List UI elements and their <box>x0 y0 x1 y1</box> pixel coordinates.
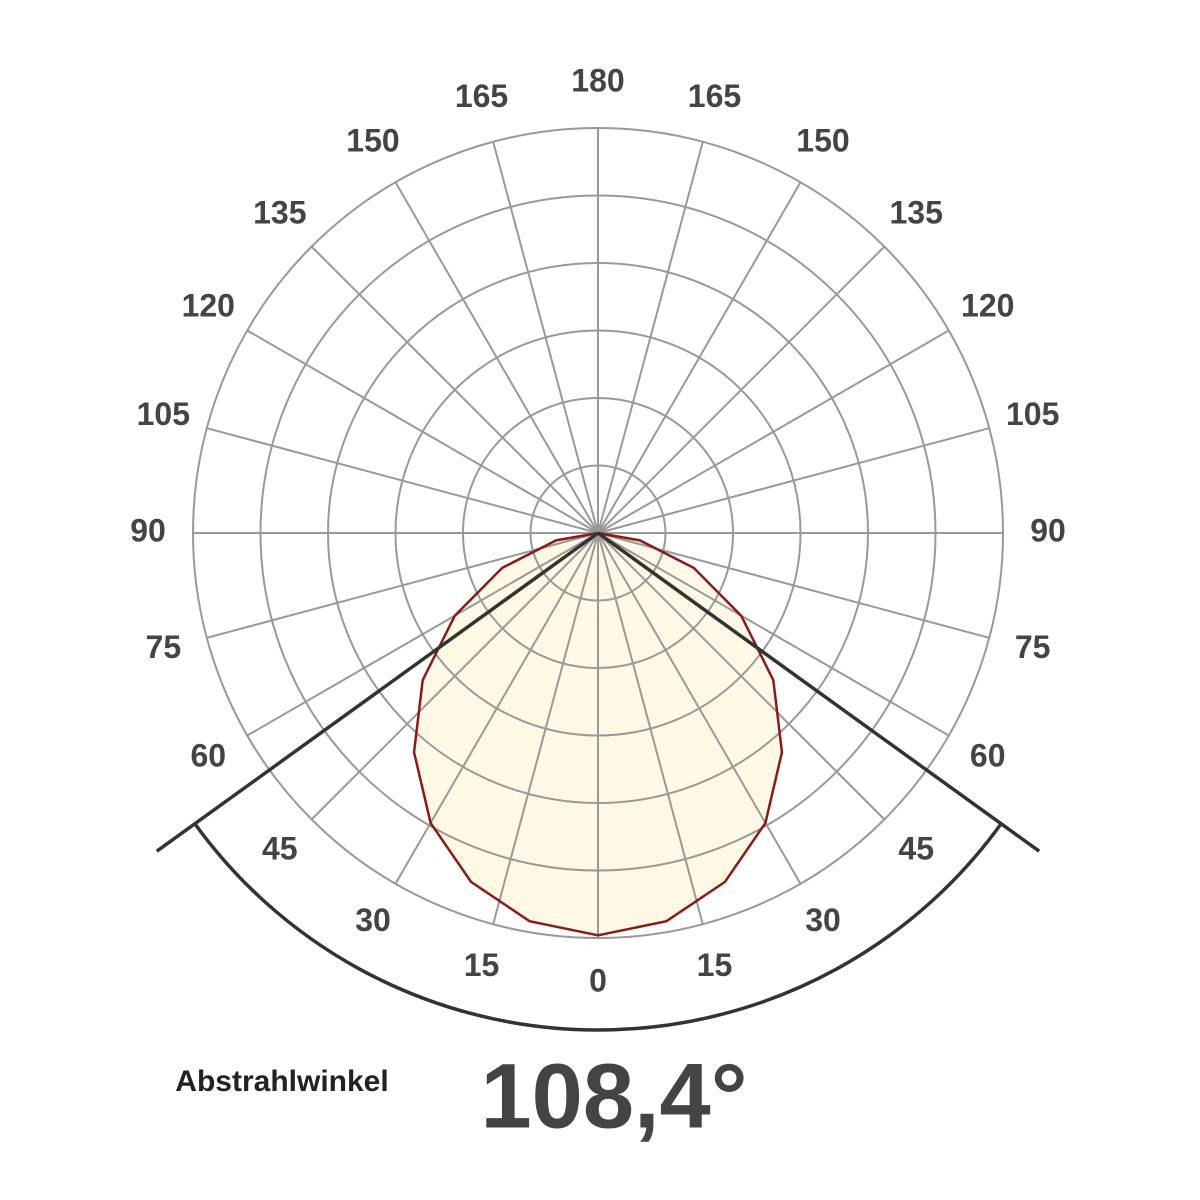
grid-spoke <box>206 427 599 534</box>
angle-label: 180 <box>571 62 624 98</box>
grid-spoke <box>206 532 599 639</box>
angle-label: 90 <box>1030 512 1066 548</box>
grid-spoke <box>394 532 599 885</box>
grid-spoke <box>597 329 950 534</box>
angle-label: 75 <box>1015 629 1051 665</box>
grid-spoke <box>597 532 704 925</box>
angle-label: 165 <box>455 78 508 114</box>
angle-label: 15 <box>464 947 500 983</box>
angle-label: 150 <box>796 123 849 159</box>
angle-label: 135 <box>890 194 943 230</box>
angle-label: 60 <box>190 737 226 773</box>
angle-label: 165 <box>688 78 741 114</box>
grid-spoke <box>597 245 886 534</box>
grid-spoke <box>597 141 704 534</box>
angle-label: 105 <box>1006 396 1059 432</box>
beam-line <box>596 531 1041 853</box>
grid-overlay: 0 15 15 30 30 45 45 60 60 75 75 90 90 105 105 120 120 135… <box>130 62 1066 1032</box>
angle-label: 75 <box>146 629 182 665</box>
grid-spoke <box>597 532 950 737</box>
curve-line <box>597 531 784 937</box>
grid-spoke <box>394 181 599 534</box>
beam-line <box>155 531 600 853</box>
grid-spoke <box>246 532 599 737</box>
grid-spoke <box>597 532 886 821</box>
angle-label: 120 <box>182 287 235 323</box>
grid-spoke <box>492 141 599 534</box>
angle-label: 60 <box>970 737 1006 773</box>
angle-label: 15 <box>697 947 733 983</box>
grid-spoke <box>310 245 599 534</box>
grid-spoke <box>597 181 802 534</box>
angle-label: 0 <box>589 962 607 998</box>
angle-label: 45 <box>898 831 934 867</box>
beam-arc <box>193 822 1003 1032</box>
beam-value: 108,4° <box>480 1045 747 1147</box>
angle-label: 150 <box>346 123 399 159</box>
grid-spoke <box>246 329 599 534</box>
curve-line <box>412 531 599 937</box>
grid-spoke <box>597 532 990 639</box>
angle-label: 30 <box>805 902 841 938</box>
angle-label: 105 <box>137 396 190 432</box>
grid-spoke <box>597 532 802 885</box>
angle-label: 30 <box>355 902 391 938</box>
angle-label: 135 <box>253 194 306 230</box>
angle-label: 90 <box>130 512 166 548</box>
angle-label: 45 <box>262 831 298 867</box>
grid-spoke <box>310 532 599 821</box>
grid-spoke <box>492 532 599 925</box>
angle-label: 120 <box>961 287 1014 323</box>
grid-spoke <box>597 427 990 534</box>
beam-label: Abstrahlwinkel <box>175 1065 388 1098</box>
